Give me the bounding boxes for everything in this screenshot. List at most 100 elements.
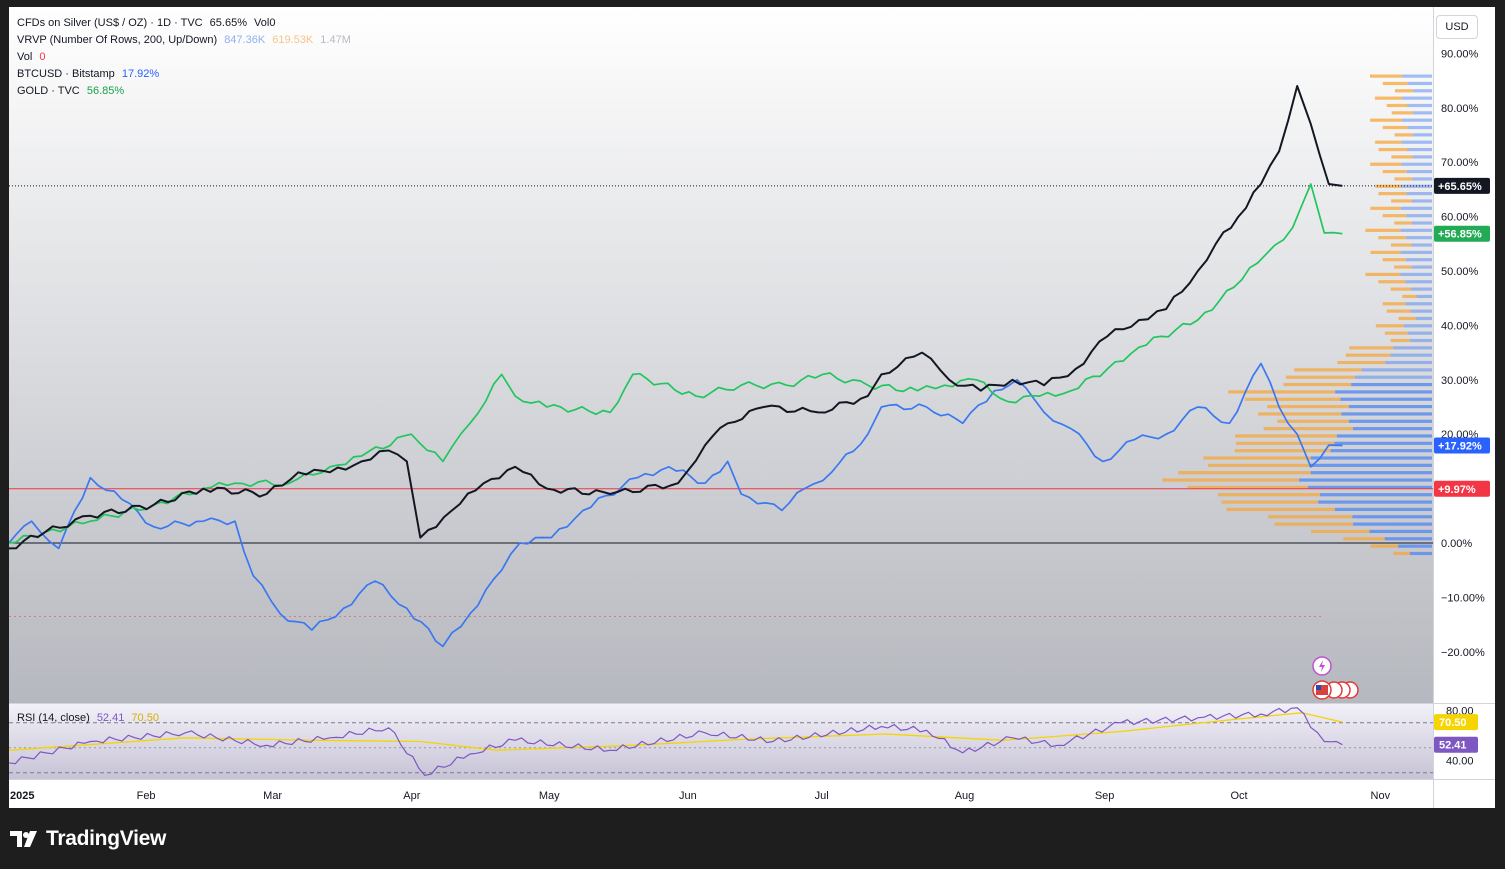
vrvp-down-bar — [1375, 184, 1402, 188]
price-axis-tick: −20.00% — [1441, 647, 1485, 659]
vrvp-down-bar — [1207, 463, 1310, 467]
vrvp-up-bar — [1318, 500, 1432, 504]
price-series[interactable] — [9, 85, 1343, 648]
legend-btc[interactable]: BTCUSD · Bitstamp 17.92% — [17, 66, 351, 83]
legend-main-series[interactable]: CFDs on Silver (US$ / OZ) · 1D · TVC 65.… — [17, 15, 351, 32]
time-axis-background[interactable] — [9, 779, 1433, 808]
vrvp-down-bar — [1294, 368, 1362, 372]
vrvp-up-bar — [1407, 147, 1432, 152]
vrvp-down-bar — [1382, 214, 1407, 218]
us-flag-stripes-icon — [1316, 685, 1328, 695]
vrvp-up-bar — [1410, 287, 1432, 291]
vrvp-up-bar — [1400, 250, 1432, 254]
vrvp-down-bar — [1391, 155, 1413, 159]
price-tag-background — [1434, 177, 1490, 194]
vrvp-up-bar — [1307, 485, 1432, 489]
tradingview-logo[interactable]: TradingView — [10, 826, 166, 852]
vrvp-down-bar — [1285, 375, 1355, 379]
vrvp-down-bar — [1375, 140, 1402, 144]
vrvp-down-bar — [1370, 250, 1401, 254]
us-flag-canton-icon — [1316, 685, 1321, 690]
vrvp-up-bar — [1334, 441, 1432, 445]
vrvp-up-bar — [1385, 360, 1432, 365]
price-tag: +17.92% — [1438, 441, 1482, 453]
legend-main-value: 65.65% — [209, 17, 247, 29]
vrvp-down-bar — [1378, 280, 1406, 284]
rsi-legend[interactable]: RSI (14, close) 52.41 70.50 — [17, 712, 159, 724]
vrvp-down-bar — [1378, 192, 1407, 196]
vrvp-down-bar — [1382, 125, 1408, 130]
vrvp-up-bar — [1405, 302, 1432, 306]
axes: 90.00% 80.00% 70.00% 60.00% 50.00% 40.00% 30.0… — [10, 48, 1490, 802]
price-tag: +9.97% — [1438, 484, 1476, 496]
price-axis-tick: 30.00% — [1441, 375, 1479, 387]
main-pane-background — [9, 7, 1433, 703]
series-line-btc[interactable] — [9, 362, 1343, 648]
legend-vrvp-up: 847.36K — [224, 34, 266, 46]
event-markers[interactable] — [1312, 656, 1359, 700]
vrvp-down-bar — [1390, 287, 1411, 291]
legend-gold-value: 56.85% — [86, 85, 125, 97]
vrvp-up-bar — [1335, 390, 1432, 394]
time-axis-label: Oct — [1230, 790, 1247, 802]
vrvp-up-bar — [1406, 214, 1432, 218]
price-axis-background[interactable] — [1433, 7, 1495, 808]
vrvp-up-bar — [1348, 419, 1432, 423]
time-axis-label: 2025 — [10, 790, 34, 802]
price-axis-tick: 40.00% — [1441, 320, 1479, 332]
vrvp-down-bar — [1378, 236, 1407, 240]
rsi-axis-tick: 40.00 — [1446, 755, 1474, 767]
series-line-gold[interactable] — [9, 183, 1343, 544]
vrvp-down-bar — [1370, 74, 1403, 78]
legend-gold[interactable]: GOLD · TVC 56.85% — [17, 83, 351, 100]
legend-btc-value: 17.92% — [121, 68, 160, 80]
vrvp-up-bar — [1412, 177, 1432, 181]
price-tag-background — [1434, 437, 1490, 454]
rsi-tag: 52.41 — [1439, 740, 1467, 752]
chart-frame[interactable]: 90.00% 80.00% 70.00% 60.00% 50.00% 40.00% 30.0… — [9, 7, 1495, 808]
vrvp-down-bar — [1349, 346, 1394, 350]
vrvp-down-bar — [1375, 324, 1404, 328]
vrvp-up-bar — [1403, 324, 1432, 328]
vrvp-up-bar — [1412, 111, 1432, 115]
vrvp-down-bar — [1382, 81, 1408, 86]
series-line-silver[interactable] — [9, 85, 1343, 550]
vrvp-up-bar — [1400, 206, 1432, 210]
vrvp-down-bar — [1187, 485, 1308, 489]
vrvp-up-bar — [1400, 272, 1432, 277]
rsi-tag: 70.50 — [1439, 717, 1467, 729]
rsi-indicator[interactable] — [9, 707, 1433, 776]
tradingview-logo-icon — [10, 831, 37, 847]
vrvp-up-bar — [1407, 125, 1432, 130]
vrvp-up-bar — [1411, 221, 1432, 225]
vrvp-up-bar — [1405, 258, 1432, 262]
vrvp-up-bar — [1384, 537, 1432, 541]
vrvp-up-bar — [1390, 353, 1432, 357]
vrvp-up-bar — [1410, 309, 1432, 313]
legend-vol[interactable]: Vol 0 — [17, 49, 351, 66]
rsi-legend-label: RSI (14, close) — [17, 712, 90, 724]
vrvp-down-bar — [1311, 529, 1370, 534]
chart-canvas[interactable]: 90.00% 80.00% 70.00% 60.00% 50.00% 40.00% 30.0… — [9, 7, 1495, 808]
vrvp-down-bar — [1258, 412, 1342, 416]
vrvp-up-bar — [1416, 294, 1432, 299]
vrvp-down-bar — [1391, 111, 1413, 115]
vrvp-up-bar — [1407, 331, 1432, 335]
vrvp-up-bar — [1354, 375, 1432, 379]
volume-profile — [1162, 74, 1432, 556]
vrvp-down-bar — [1394, 265, 1412, 269]
vrvp-up-bar — [1352, 427, 1432, 431]
price-axis-tick: 70.00% — [1441, 157, 1479, 169]
vrvp-up-bar — [1352, 515, 1432, 519]
vrvp-up-bar — [1340, 397, 1432, 401]
vrvp-down-bar — [1217, 493, 1320, 497]
rsi-tag-background — [1434, 736, 1478, 753]
rsi-line[interactable] — [9, 707, 1343, 776]
vrvp-up-bar — [1415, 316, 1432, 321]
time-axis-label: Jun — [679, 790, 697, 802]
legend-vrvp[interactable]: VRVP (Number Of Rows, 200, Up/Down) 847.… — [17, 32, 351, 49]
currency-button[interactable]: USD — [1436, 15, 1478, 39]
vrvp-down-bar — [1378, 147, 1408, 152]
rsi-ma-line[interactable] — [9, 712, 1343, 751]
legend-vol-label: Vol — [17, 51, 33, 63]
